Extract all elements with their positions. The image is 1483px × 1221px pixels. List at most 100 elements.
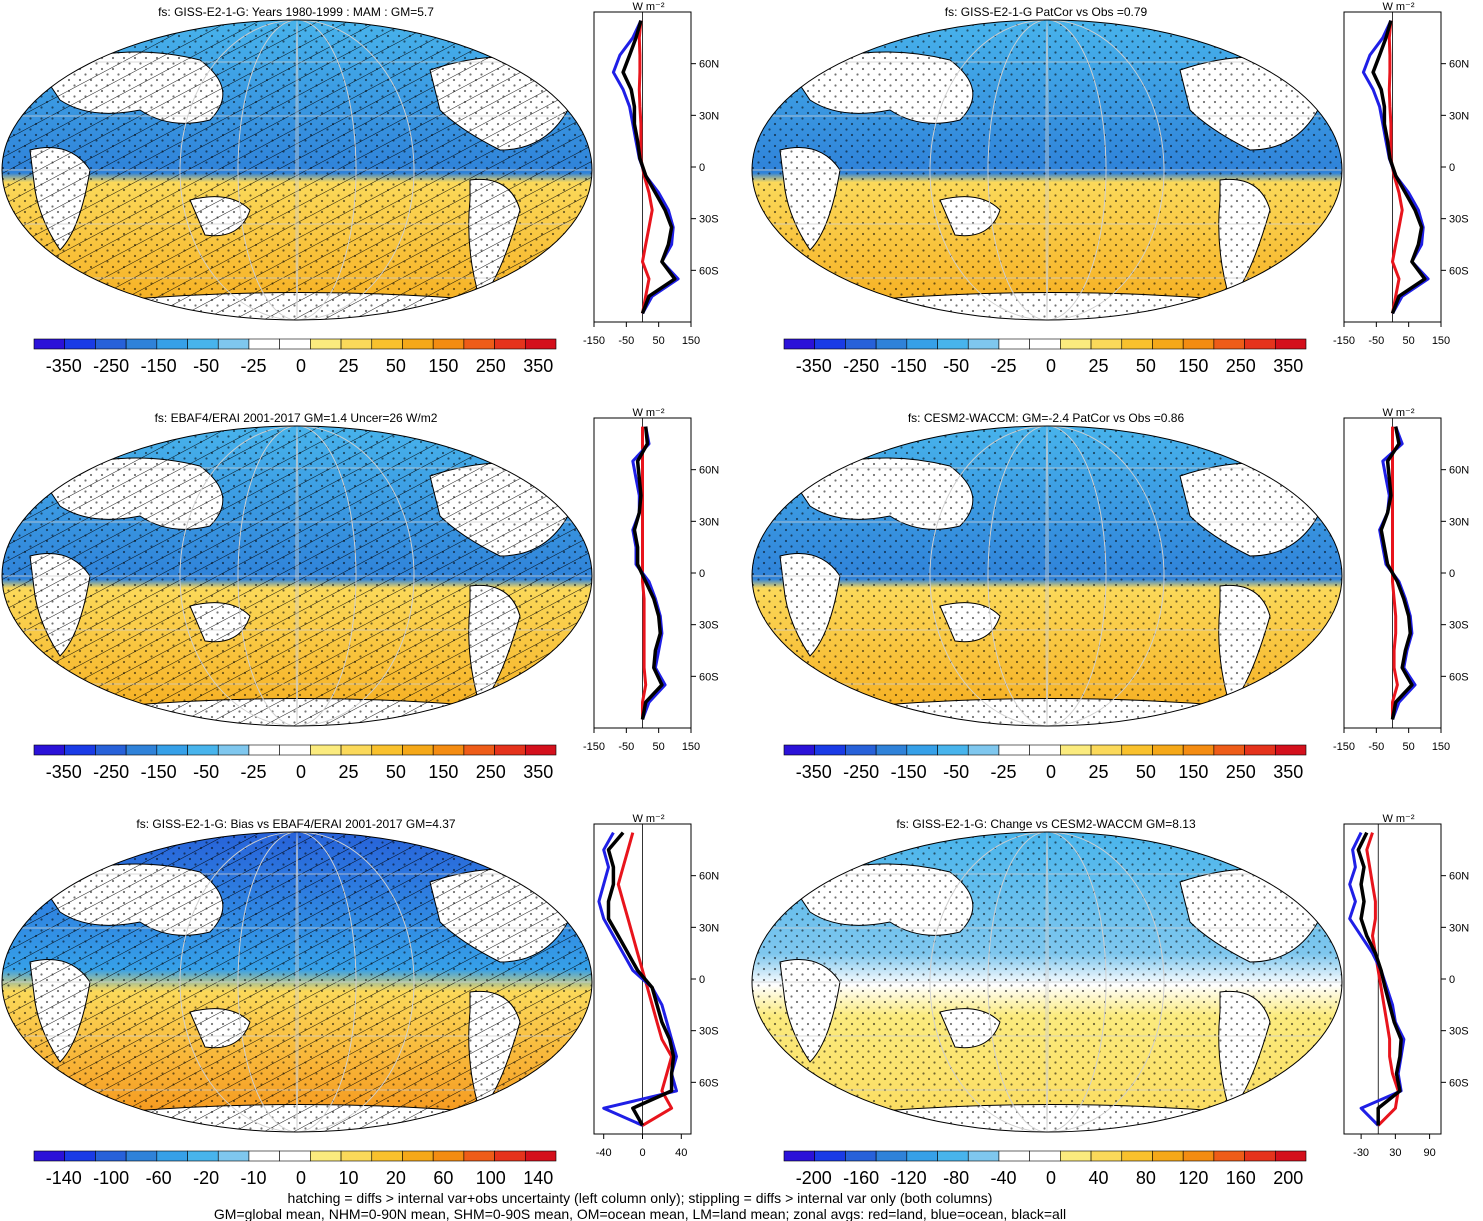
x-tick-label: 50 xyxy=(653,741,665,753)
colorbar-tick-label: 20 xyxy=(386,1168,406,1188)
colorbar-swatch xyxy=(371,1150,403,1162)
zonal-unit: W m⁻² xyxy=(1382,407,1414,419)
colorbar-swatch xyxy=(1060,338,1092,350)
colorbar-tick-label: 25 xyxy=(1088,356,1108,376)
x-tick-label: -150 xyxy=(583,335,605,347)
lat-tick-label: 60S xyxy=(699,1077,719,1089)
x-tick-label: 150 xyxy=(682,741,700,753)
colorbar-tick-label: -50 xyxy=(943,356,969,376)
colorbar-swatch xyxy=(95,744,127,756)
colorbar-swatch xyxy=(1244,744,1276,756)
colorbar-swatch xyxy=(95,1150,127,1162)
colorbar-swatch xyxy=(967,338,1000,350)
colorbar-swatch xyxy=(371,744,403,756)
x-tick-label: 150 xyxy=(1432,335,1450,347)
map-outline xyxy=(751,831,1343,1133)
colorbar-swatch xyxy=(1182,1150,1215,1162)
colorbar-tick-label: -150 xyxy=(891,356,927,376)
colorbar-tick-label: -250 xyxy=(843,762,879,782)
zonal-series-all xyxy=(1379,426,1414,720)
lat-tick-label: 30N xyxy=(1449,922,1469,934)
colorbar-tick-label: 25 xyxy=(1088,762,1108,782)
colorbar-tick-label: 160 xyxy=(1226,1168,1256,1188)
colorbar-tick-label: -250 xyxy=(93,356,129,376)
colorbar-swatch xyxy=(33,744,66,756)
panel-6: fs: GISS-E2-1-G: Change vs CESM2-WACCM G… xyxy=(751,813,1469,1188)
lat-tick-label: 60N xyxy=(699,59,719,71)
colorbar-swatch xyxy=(1121,338,1153,350)
colorbar-swatch xyxy=(967,1150,1000,1162)
colorbar-tick-label: 0 xyxy=(296,356,306,376)
colorbar-swatch xyxy=(64,744,96,756)
colorbar-swatch xyxy=(1029,744,1061,756)
x-tick-label: 0 xyxy=(639,1147,645,1159)
lat-tick-label: 0 xyxy=(1449,974,1455,986)
colorbar-swatch xyxy=(1060,744,1092,756)
colorbar-swatch xyxy=(1274,338,1307,350)
colorbar-swatch xyxy=(1121,744,1153,756)
stippling xyxy=(752,20,1342,320)
lat-tick-label: 30N xyxy=(1449,516,1469,528)
map-field xyxy=(752,832,1342,1132)
colorbar-swatch xyxy=(494,1150,526,1162)
colorbar-tick-label: -120 xyxy=(891,1168,927,1188)
map-outline xyxy=(1,19,593,321)
colorbar-tick-label: -60 xyxy=(146,1168,172,1188)
x-tick-label: 50 xyxy=(653,335,665,347)
zonal-plot: W m⁻² 60N 30N 0 30S 60S -40 0 40 xyxy=(593,813,719,1159)
lat-tick-label: 0 xyxy=(699,568,705,580)
colorbar-swatch xyxy=(463,1150,495,1162)
colorbar-swatch xyxy=(1121,1150,1153,1162)
map-field xyxy=(2,426,592,726)
x-tick-label: 50 xyxy=(1403,335,1415,347)
lat-tick-label: 60N xyxy=(1449,465,1469,477)
colorbar-swatch xyxy=(310,338,342,350)
lat-tick-label: 60S xyxy=(1449,1077,1469,1089)
colorbar-tick-label: 60 xyxy=(433,1168,453,1188)
panel-3: fs: EBAF4/ERAI 2001-2017 GM=1.4 Uncer=26… xyxy=(1,407,719,782)
colorbar-swatch xyxy=(432,338,465,350)
colorbar-tick-label: 250 xyxy=(1226,356,1256,376)
colorbar-swatch xyxy=(875,1150,908,1162)
colorbar-swatch xyxy=(1152,1150,1184,1162)
lat-tick-label: 0 xyxy=(699,162,705,174)
lat-tick-label: 0 xyxy=(1449,568,1455,580)
panel-2: fs: GISS-E2-1-G PatCor vs Obs =0.79-350-… xyxy=(751,1,1469,376)
lat-tick-label: 60N xyxy=(699,465,719,477)
panel-title: fs: GISS-E2-1-G: Bias vs EBAF4/ERAI 2001… xyxy=(136,817,455,831)
panel-5: fs: GISS-E2-1-G: Bias vs EBAF4/ERAI 2001… xyxy=(1,813,719,1188)
colorbar-swatch xyxy=(310,1150,342,1162)
colorbar-swatch xyxy=(998,1150,1030,1162)
colorbar-tick-label: -50 xyxy=(193,356,219,376)
lat-tick-label: 0 xyxy=(1449,162,1455,174)
panel-1: fs: GISS-E2-1-G: Years 1980-1999 : MAM :… xyxy=(1,1,719,376)
colorbar-swatch xyxy=(187,338,219,350)
lat-tick-label: 30S xyxy=(699,1026,719,1038)
lat-tick-label: 30N xyxy=(699,922,719,934)
lat-tick-label: 30S xyxy=(1449,214,1469,226)
hatching xyxy=(2,20,592,320)
map-field xyxy=(752,20,1342,320)
colorbar-tick-label: 250 xyxy=(476,762,506,782)
colorbar-swatch xyxy=(1029,338,1061,350)
lat-tick-label: 60S xyxy=(699,265,719,277)
map-outline xyxy=(751,19,1343,321)
map-outline xyxy=(1,831,593,1133)
colorbar-swatch xyxy=(967,744,1000,756)
colorbar-swatch xyxy=(1244,1150,1276,1162)
colorbar-tick-label: 80 xyxy=(1136,1168,1156,1188)
stippling xyxy=(752,426,1342,726)
colorbar-swatch xyxy=(463,744,495,756)
colorbar-swatch xyxy=(432,744,465,756)
colorbar-swatch xyxy=(64,338,96,350)
colorbar-tick-label: -25 xyxy=(991,356,1017,376)
colorbar-tick-label: 150 xyxy=(428,356,458,376)
lat-tick-label: 60S xyxy=(699,671,719,683)
zonal-series-ocean xyxy=(1378,426,1417,720)
colorbar-swatch xyxy=(402,1150,434,1162)
colorbar-tick-label: 50 xyxy=(386,762,406,782)
colorbar-swatch xyxy=(1182,744,1215,756)
colorbar-tick-label: 25 xyxy=(338,762,358,782)
map-field xyxy=(2,832,592,1132)
